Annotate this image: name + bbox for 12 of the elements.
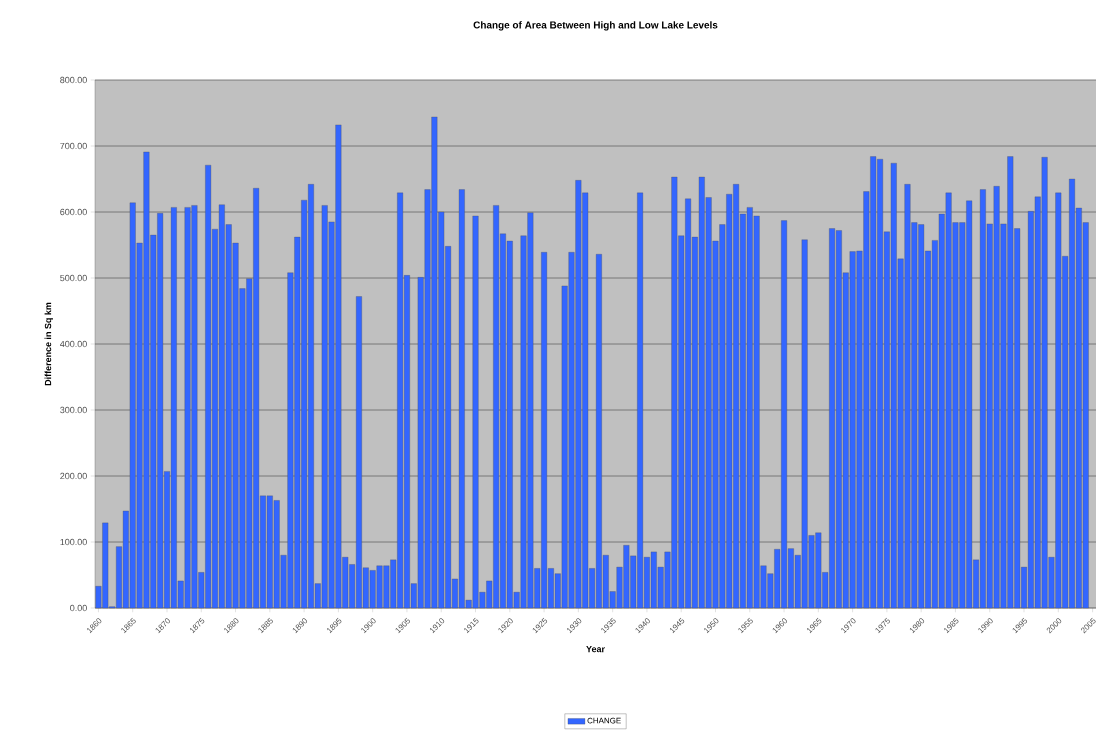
- y-tick-label: 700.00: [60, 142, 87, 150]
- y-tick-label: 800.00: [60, 76, 87, 84]
- y-tick-label: 0.00: [70, 604, 87, 612]
- y-tick-label: 500.00: [60, 274, 87, 282]
- x-axis-title: Year: [586, 645, 605, 653]
- y-tick-label: 400.00: [60, 340, 87, 348]
- y-tick-label: 300.00: [60, 406, 87, 414]
- y-axis-title: Difference in Sq km: [44, 302, 53, 386]
- chart-title: Change of Area Between High and Low Lake Levels: [473, 21, 718, 31]
- y-tick-label: 600.00: [60, 208, 87, 216]
- y-tick-label: 200.00: [60, 472, 87, 480]
- y-tick-label: 100.00: [60, 538, 87, 546]
